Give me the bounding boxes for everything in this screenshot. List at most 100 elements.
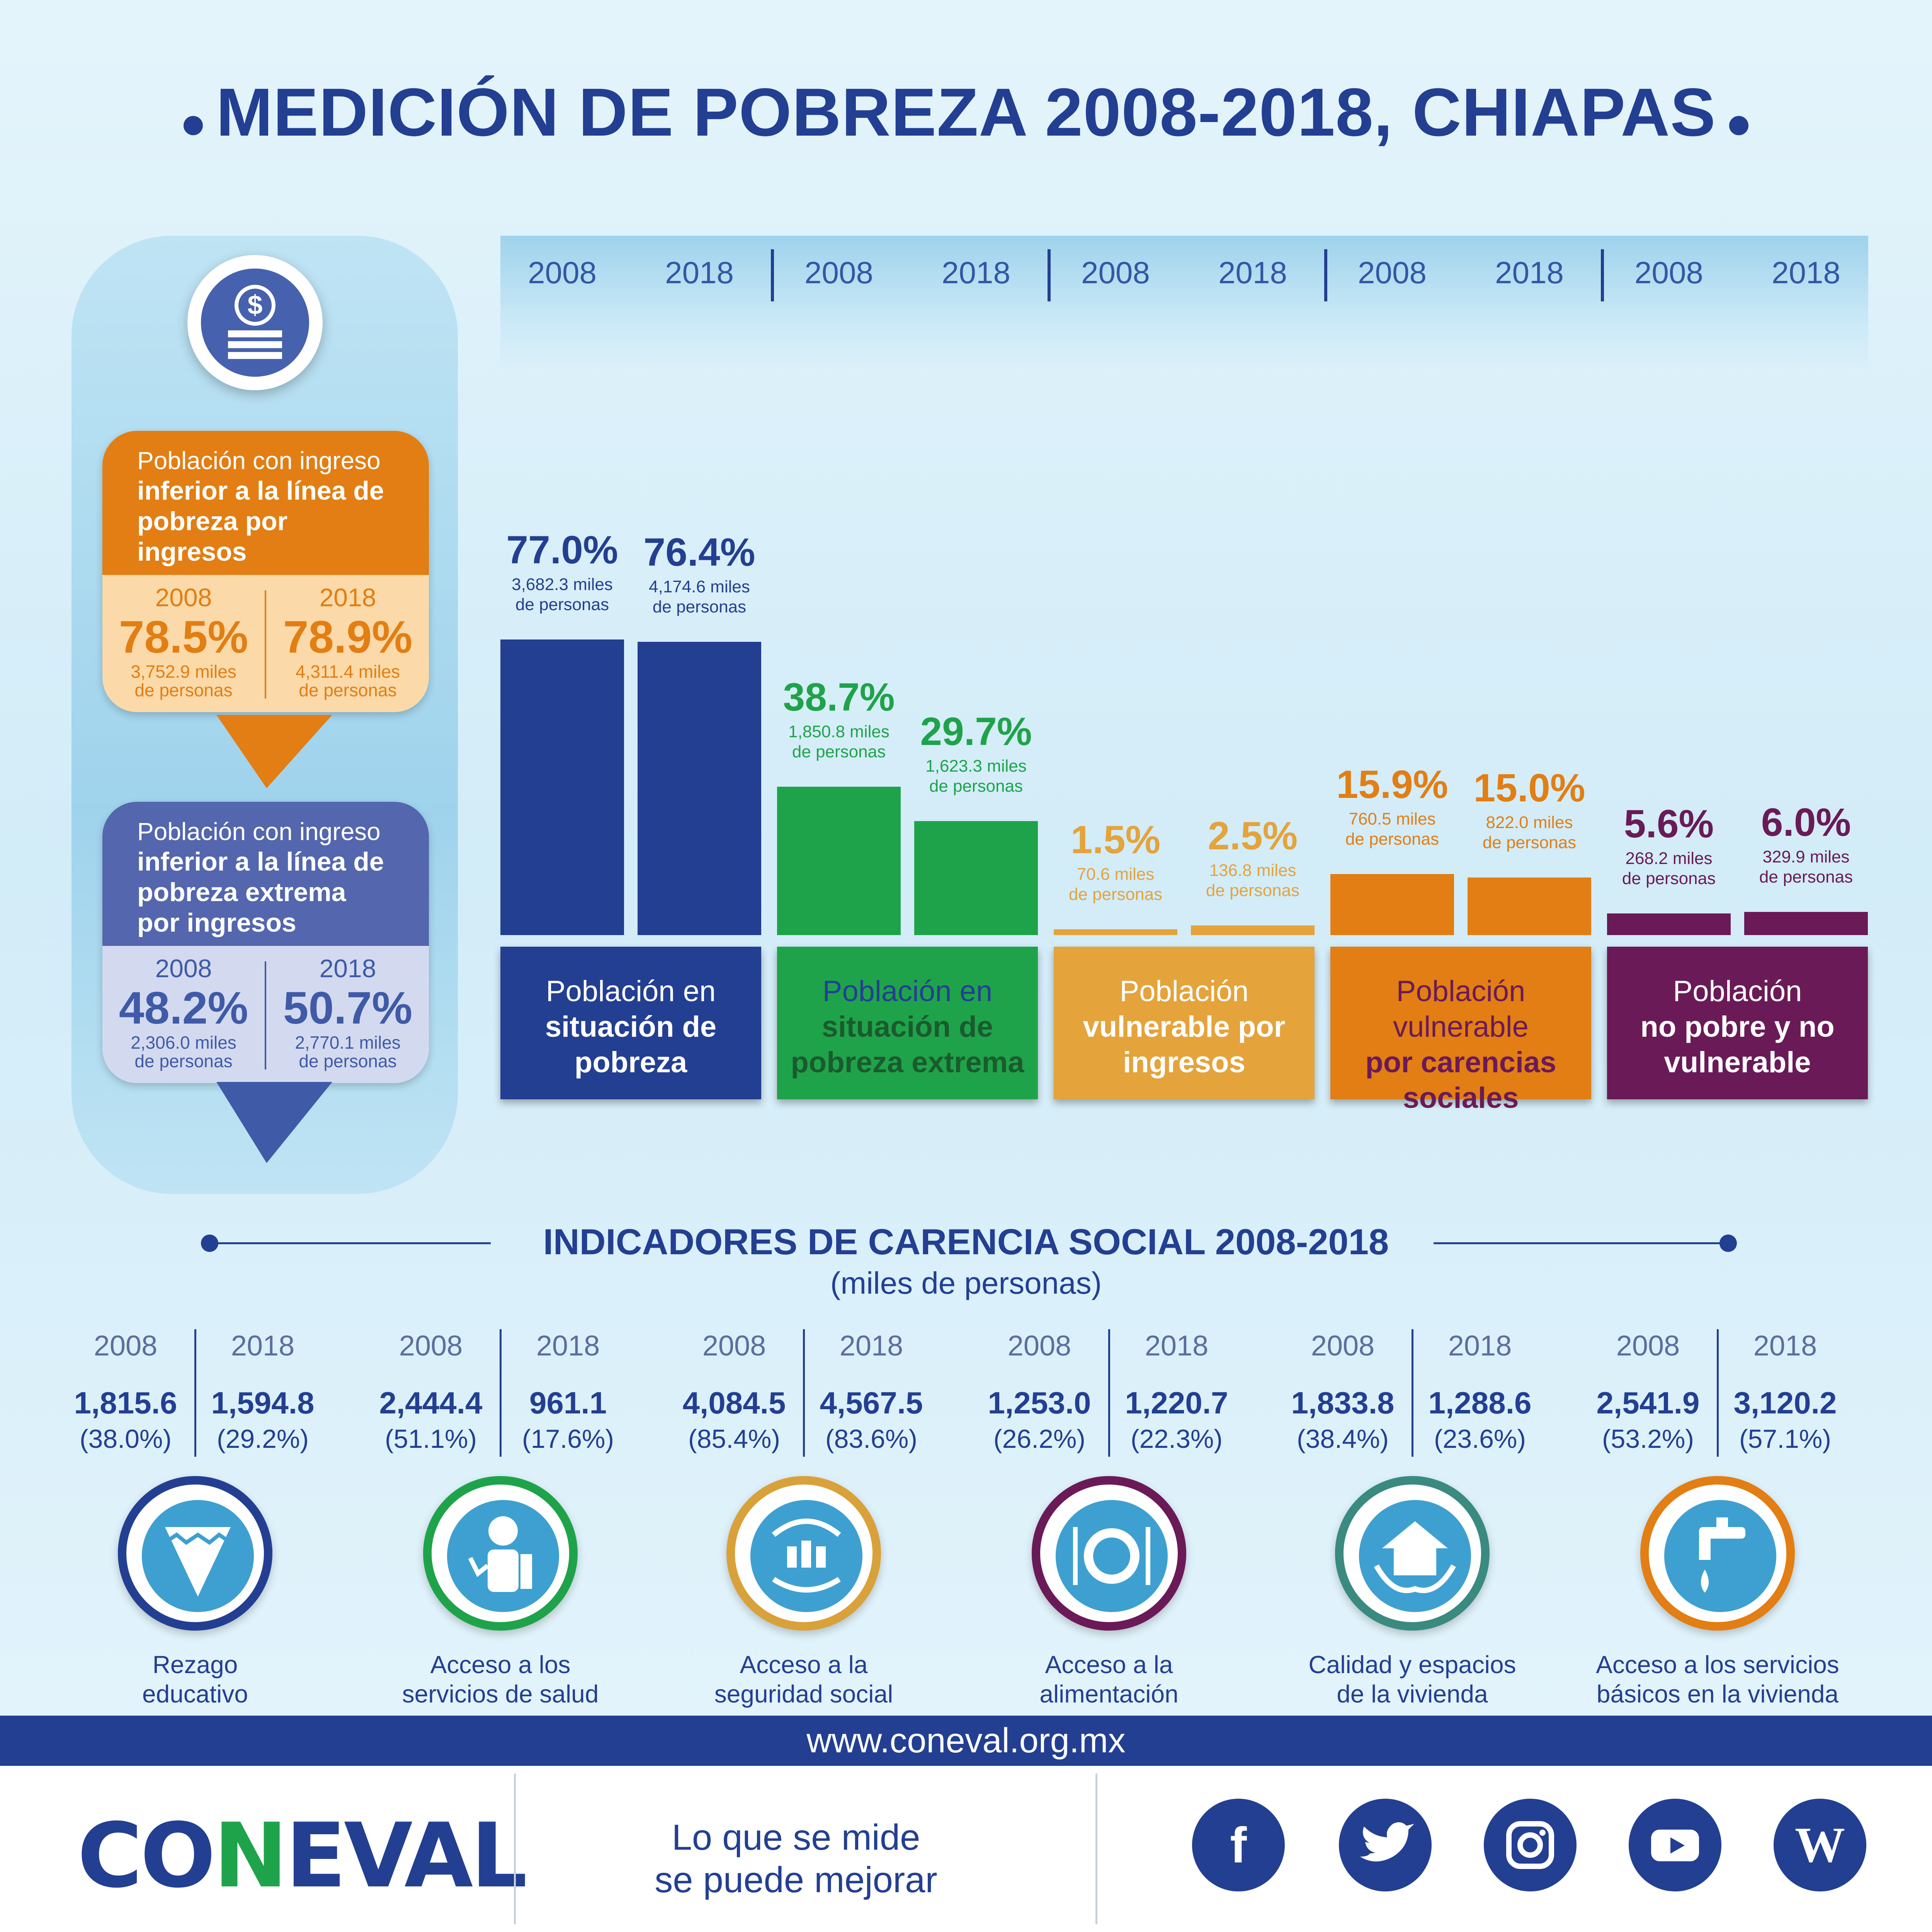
indicator-label: Acceso a la seguridad social (714, 1651, 893, 1708)
callout-pct-2008: 78.5% (119, 612, 248, 663)
family-hands-icon (726, 1476, 881, 1631)
callout-personas-2008: de personas (134, 680, 233, 700)
indicator-title-dot-left (201, 1235, 218, 1252)
category-label-no_pobre: Población no pobre y no vulnerable (1607, 947, 1868, 1099)
pencil-icon (118, 1476, 272, 1631)
bar-people-label: 4,174.6 miles de personas (630, 577, 769, 617)
indicator-title-rule-left (209, 1242, 491, 1244)
bar-miles-label: 70.6 miles (1077, 865, 1155, 884)
coneval-logo: CONEVAL (77, 1804, 527, 1908)
coin-stack-icon: $ (187, 255, 323, 390)
bar-miles-label: 268.2 miles (1625, 849, 1713, 868)
category-label-extrema: Población en situación de pobreza extrema (777, 947, 1038, 1099)
bar-miles-label: 822.0 miles (1486, 813, 1573, 832)
indicator-value-2008: 1,815.6 (74, 1386, 177, 1420)
bar-vuln_carencias-2008 (1330, 874, 1454, 935)
indicators-title: INDICADORES DE CARENCIA SOCIAL 2008-2018 (543, 1221, 1389, 1262)
category-label-line: vulnerable por (1083, 1010, 1286, 1043)
callout-miles-2008: 2,306.0 miles (131, 1032, 236, 1053)
bar-value-label: 77.0% (506, 528, 618, 572)
bar-value-label: 29.7% (920, 709, 1032, 753)
indicator-pct-2018: (23.6%) (1434, 1424, 1526, 1454)
bar-unit-label: de personas (1622, 869, 1716, 888)
bar-people-label: 268.2 miles de personas (1599, 849, 1738, 889)
indicator-year-2018: 2018 (1753, 1330, 1817, 1362)
extreme-poverty-line-callout: Población con ingreso inferior a la líne… (102, 802, 429, 1083)
bar-vuln_ingresos-2018 (1191, 925, 1315, 935)
bar-unit-label: de personas (652, 597, 747, 616)
indicator-label: Acceso a los servicios de salud (402, 1651, 599, 1708)
page-title: MEDICIÓN DE POBREZA 2008-2018, CHIAPAS (216, 75, 1716, 150)
callout-personas-2008: de personas (134, 1051, 233, 1071)
title-dot-left (184, 116, 203, 135)
year-group-separator (771, 249, 774, 301)
category-label-line: pobreza extrema (791, 1046, 1024, 1079)
indicator-year-2008: 2008 (1007, 1330, 1071, 1362)
youtube-icon[interactable] (1629, 1799, 1721, 1891)
wordpress-icon[interactable]: W (1774, 1799, 1866, 1891)
bar-value-label: 15.0% (1473, 765, 1585, 810)
footer-divider (514, 1774, 516, 1924)
bar-people-label: 136.8 miles de personas (1183, 861, 1322, 901)
callout-pct-2018: 78.9% (283, 612, 413, 663)
indicator-value-2018: 1,288.6 (1428, 1386, 1532, 1420)
callout-label-normal: Población con ingreso (137, 818, 381, 845)
bar-no_pobre-2008 (1607, 913, 1731, 935)
indicator-value-2018: 1,220.7 (1125, 1386, 1228, 1420)
indicator-separator (1717, 1329, 1719, 1457)
indicator-title-dot-right (1719, 1235, 1737, 1252)
bar-value-label: 38.7% (783, 675, 895, 719)
category-label-vuln_carencias: Población vulnerable por carencias sociale… (1330, 947, 1591, 1114)
indicator-year-2018: 2018 (1448, 1330, 1512, 1362)
callout-label-bold: inferior a la línea de pobreza extrema p… (137, 847, 384, 937)
indicator-value-2008: 2,541.9 (1596, 1386, 1700, 1420)
category-label-line: Población (1673, 975, 1802, 1008)
callout-pct-2008: 48.2% (119, 983, 248, 1034)
bar-unit-label: de personas (929, 776, 1023, 796)
bar-value-label: 15.9% (1336, 762, 1448, 807)
year-axis-band (500, 236, 1868, 371)
svg-text:$: $ (248, 290, 263, 320)
category-label-line: no pobre y no (1640, 1010, 1835, 1043)
bar-miles-label: 3,682.3 miles (512, 575, 613, 594)
category-label-pobreza: Población en situación de pobreza (500, 947, 761, 1099)
indicator-value-2008: 2,444.4 (379, 1386, 483, 1420)
year-tick-label: 2008 (1081, 255, 1150, 290)
indicator-pct-2018: (29.2%) (216, 1424, 309, 1454)
indicator-pct-2018: (57.1%) (1739, 1424, 1832, 1454)
bar-unit-label: de personas (1206, 881, 1300, 900)
indicator-year-2008: 2008 (702, 1330, 766, 1362)
instagram-icon[interactable] (1484, 1799, 1577, 1891)
category-label-line: situación de (545, 1010, 717, 1043)
indicator-value-2018: 961.1 (529, 1386, 607, 1420)
indicator-separator (194, 1329, 196, 1457)
callout-personas-2018: de personas (299, 680, 397, 700)
indicator-separator (803, 1329, 805, 1457)
website-link[interactable]: www.coneval.org.mx (0, 1716, 1932, 1766)
callout-year-2008: 2008 (155, 954, 212, 983)
bar-miles-label: 136.8 miles (1209, 861, 1296, 880)
facebook-icon[interactable]: f (1192, 1799, 1285, 1891)
twitter-icon[interactable] (1339, 1799, 1432, 1891)
indicator-year-2018: 2018 (1145, 1330, 1209, 1362)
callout-pointer (216, 1082, 332, 1163)
callout-pointer (216, 715, 332, 788)
indicator-label: Acceso a la alimentación (1039, 1651, 1179, 1708)
bar-people-label: 1,623.3 miles de personas (906, 756, 1046, 796)
indicator-pct-2008: (51.1%) (384, 1424, 477, 1454)
category-label-line: vulnerable (1664, 1046, 1811, 1079)
callout-label-normal: Población con ingreso (137, 447, 381, 474)
slogan: Lo que se mide se puede mejorar (549, 1816, 1043, 1901)
slogan-line-2: se puede mejorar (655, 1859, 937, 1900)
year-tick-label: 2008 (804, 255, 873, 290)
indicator-label: Calidad y espacios de la vivienda (1308, 1651, 1516, 1708)
indicator-year-2018: 2018 (839, 1330, 903, 1362)
indicator-pct-2008: (53.2%) (1602, 1424, 1694, 1454)
indicator-value-2018: 1,594.8 (211, 1386, 315, 1420)
indicator-value-2008: 1,833.8 (1291, 1386, 1395, 1420)
bar-unit-label: de personas (1482, 833, 1577, 852)
indicator-pct-2008: (26.2%) (993, 1424, 1086, 1454)
bar-people-label: 329.9 miles de personas (1736, 847, 1876, 887)
bar-people-label: 70.6 miles de personas (1046, 864, 1185, 905)
category-label-line: Población en (546, 975, 716, 1008)
